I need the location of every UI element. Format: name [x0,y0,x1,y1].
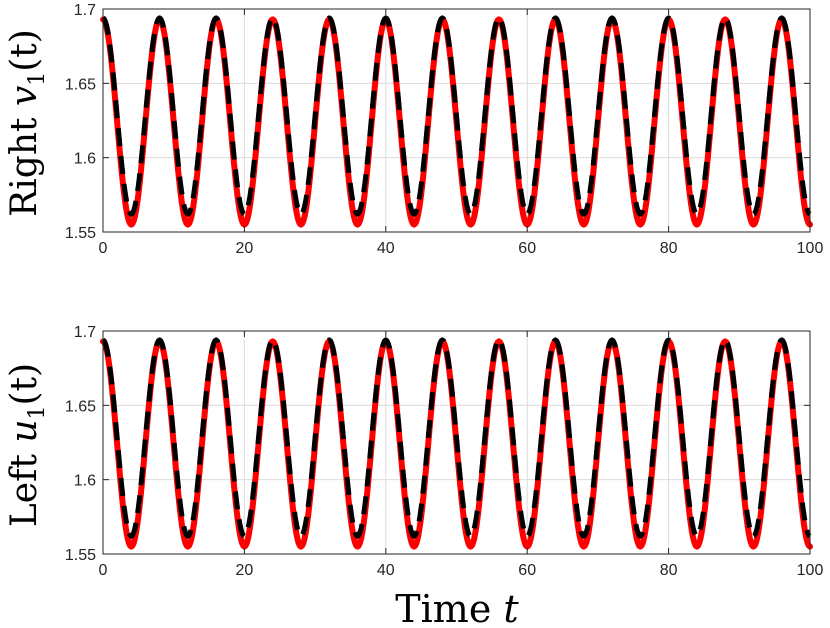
x-tick-label: 0 [99,240,108,257]
y-axis-label-sub: 1 [25,405,50,419]
y-axis-label-text: Left [4,443,45,527]
x-tick-label: 100 [797,240,824,257]
y-tick-label: 1.55 [65,547,96,564]
x-tick-label: 60 [518,240,536,257]
y-ticks: 1.55 1.6 1.65 1.7 [65,324,810,564]
x-axis-label: Time t [395,587,519,628]
series-line-dashed [101,337,812,539]
x-axis-label-text: Time [395,587,503,628]
y-tick-label: 1.7 [74,2,96,19]
y-tick-label: 1.55 [65,225,96,242]
panel-left-u1: 0 20 40 60 80 100 1.55 1.6 1.65 1.7 Left u1(t) T… [4,324,823,628]
y-axis-label-sub: 1 [25,72,50,86]
y-axis-label-arg: (t) [4,363,45,406]
series-layer [100,15,813,228]
y-tick-label: 1.6 [74,151,96,168]
x-tick-label: 60 [518,562,536,579]
series-line-dashed [101,15,812,217]
y-tick-label: 1.6 [74,473,96,490]
y-axis-label-arg: (t) [4,29,45,72]
x-ticks: 0 20 40 60 80 100 [99,331,824,579]
axes-box [102,8,811,233]
y-tick-label: 1.65 [65,76,96,93]
series-layer [100,337,813,550]
y-tick-label: 1.65 [65,398,96,415]
x-tick-label: 20 [236,240,254,257]
x-tick-label: 80 [660,562,678,579]
x-tick-label: 40 [377,240,395,257]
y-axis-label: Left u1(t) [4,363,50,527]
x-tick-label: 100 [797,562,824,579]
y-axis-label-var: v [4,86,45,106]
y-axis-label: Right v1(t) [4,29,50,217]
x-tick-label: 20 [236,562,254,579]
x-ticks: 0 20 40 60 80 100 [99,9,824,257]
y-axis-label-text: Right [4,106,45,217]
y-tick-label: 1.7 [74,324,96,341]
y-ticks: 1.55 1.6 1.65 1.7 [65,2,810,242]
x-tick-label: 40 [377,562,395,579]
y-axis-label-var: u [4,419,45,442]
x-tick-label: 80 [660,240,678,257]
x-tick-label: 0 [99,562,108,579]
panel-right-v1: 0 20 40 60 80 100 1.55 1.6 1.65 1.7 Right v1(t) [4,2,823,257]
x-axis-label-var: t [503,587,519,628]
axes-box [102,330,811,555]
